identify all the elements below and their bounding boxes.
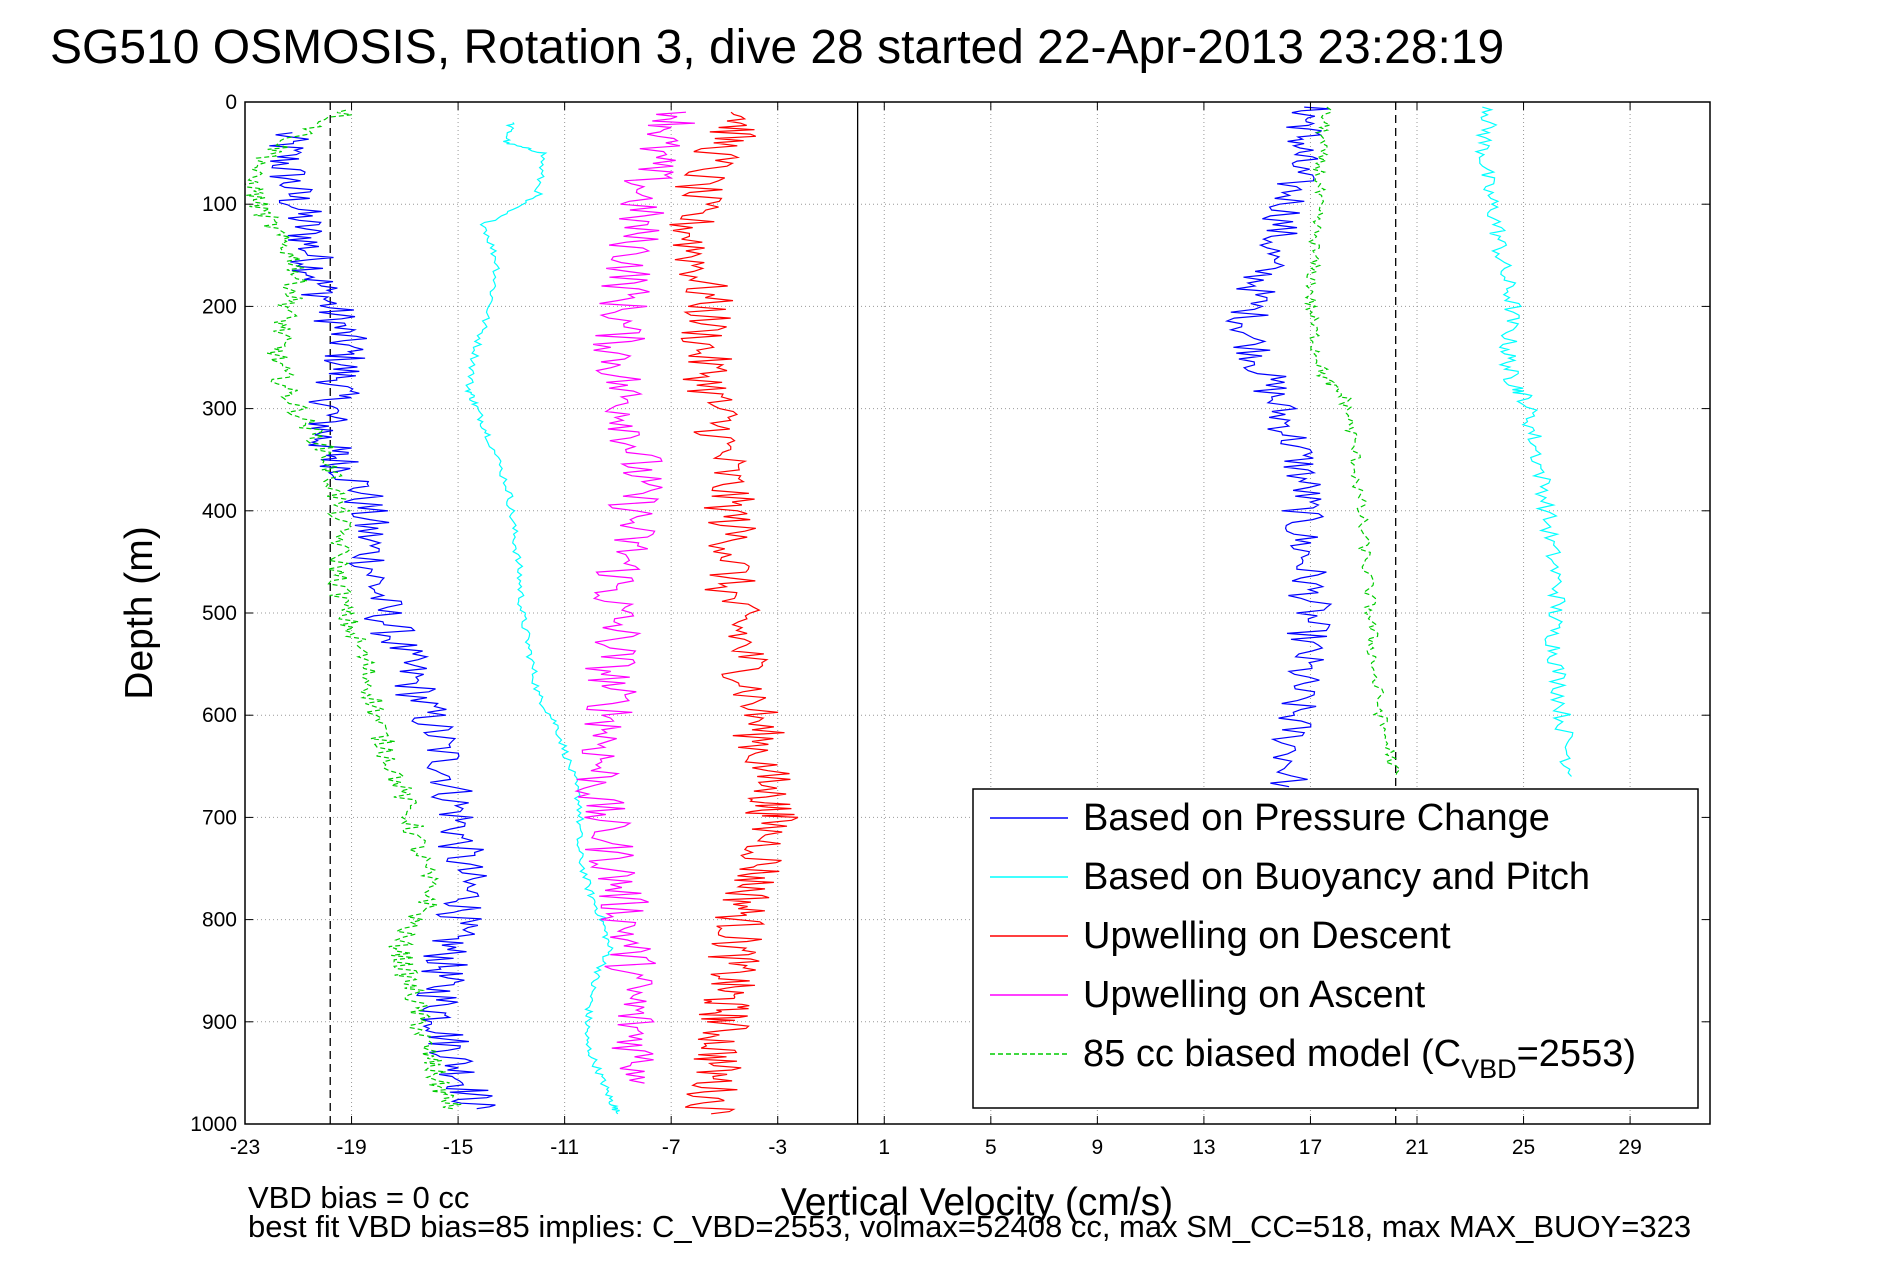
- x-tick-label: -7: [662, 1136, 681, 1159]
- y-tick-label: 200: [202, 295, 237, 318]
- series-line: [1474, 106, 1574, 777]
- y-tick-label: 100: [202, 193, 237, 216]
- y-tick-label: 600: [202, 704, 237, 727]
- data-series: [245, 106, 1574, 1115]
- y-axis-ticks: 0 100 200 300 400 500 600 700 800 900 1000: [190, 91, 1710, 1136]
- x-tick-label: 21: [1405, 1136, 1428, 1159]
- x-tick-label: 25: [1512, 1136, 1535, 1159]
- x-tick-label: 5: [985, 1136, 997, 1159]
- x-tick-label: -15: [443, 1136, 473, 1159]
- legend: Based on Pressure Change Based on Buoyanc…: [972, 788, 1699, 1109]
- chart-title: SG510 OSMOSIS, Rotation 3, dive 28 start…: [50, 21, 1504, 74]
- series-line: [1303, 106, 1401, 777]
- x-tick-label: -3: [768, 1136, 787, 1159]
- y-tick-label: 900: [202, 1011, 237, 1034]
- x-tick-label: -23: [230, 1136, 260, 1159]
- legend-label-subscript: VBD: [1461, 1054, 1517, 1084]
- footer-line-2: best fit VBD bias=85 implies: C_VBD=2553…: [248, 1209, 1691, 1244]
- x-axis-ticks: -23 -19 -15 -11 -7 -3 1 5 9 13 17 21 25 29: [230, 102, 1642, 1159]
- y-axis-label: Depth (m): [118, 526, 161, 699]
- y-tick-label: 700: [202, 806, 237, 829]
- x-tick-label: 29: [1618, 1136, 1641, 1159]
- x-tick-label: 1: [878, 1136, 890, 1159]
- y-tick-label: 800: [202, 909, 237, 932]
- x-tick-label: 13: [1192, 1136, 1215, 1159]
- x-tick-label: 9: [1092, 1136, 1104, 1159]
- legend-label: Based on Pressure Change: [1083, 797, 1550, 839]
- series-line: [269, 132, 496, 1110]
- series-line: [669, 111, 799, 1115]
- y-tick-label: 400: [202, 500, 237, 523]
- x-tick-label: 17: [1299, 1136, 1322, 1159]
- legend-label: Upwelling on Descent: [1083, 915, 1451, 957]
- legend-label: Upwelling on Ascent: [1083, 974, 1426, 1016]
- y-tick-label: 300: [202, 398, 237, 421]
- x-axis-label: Vertical Velocity (cm/s): [781, 1181, 1173, 1224]
- y-tick-label: 0: [225, 91, 237, 114]
- footer-line-1: VBD bias = 0 cc: [248, 1180, 469, 1215]
- x-tick-label: -11: [550, 1136, 579, 1159]
- legend-box: [972, 788, 1699, 1109]
- x-tick-label: -19: [336, 1136, 366, 1159]
- y-tick-label: 500: [202, 602, 237, 625]
- legend-label: Based on Buoyancy and Pitch: [1083, 856, 1590, 898]
- series-line: [245, 109, 462, 1110]
- legend-label-suffix: =2553): [1517, 1033, 1636, 1075]
- y-tick-label: 1000: [190, 1113, 237, 1136]
- series-line: [464, 122, 620, 1115]
- series-line: [574, 111, 695, 1084]
- series-line: [1224, 106, 1333, 788]
